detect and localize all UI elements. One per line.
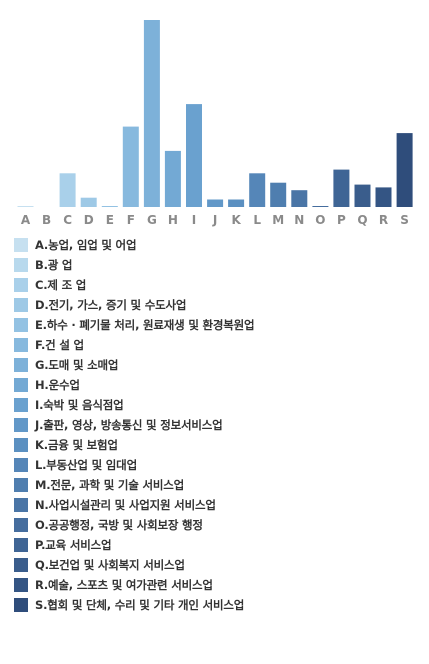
x-tick-label: P — [337, 213, 346, 227]
legend-label: Q.보건업 및 사회복지 서비스업 — [35, 558, 185, 572]
bar-c — [59, 173, 76, 207]
x-tick-label: N — [294, 213, 304, 227]
bar-d — [80, 197, 97, 207]
x-tick-label: R — [379, 213, 388, 227]
legend-label: J.출판, 영상, 방송통신 및 정보서비스업 — [35, 418, 223, 432]
legend-item: R.예술, 스포츠 및 여가관련 서비스업 — [14, 575, 424, 595]
legend-label: H.운수업 — [35, 378, 80, 392]
legend-label: F.건 설 업 — [35, 338, 84, 352]
x-tick-label: J — [212, 213, 217, 227]
legend-swatch — [14, 418, 28, 432]
legend-label: S.협회 및 단체, 수리 및 기타 개인 서비스업 — [35, 598, 245, 612]
legend-item: K.금융 및 보험업 — [14, 435, 424, 455]
legend-item: O.공공행정, 국방 및 사회보장 행정 — [14, 515, 424, 535]
legend-item: L.부동산업 및 임대업 — [14, 455, 424, 475]
bar-f — [122, 126, 139, 207]
bar-q — [354, 184, 371, 207]
legend-item: Q.보건업 및 사회복지 서비스업 — [14, 555, 424, 575]
legend-label: O.공공행정, 국방 및 사회보장 행정 — [35, 518, 203, 532]
legend-swatch — [14, 478, 28, 492]
legend-label: G.도매 및 소매업 — [35, 358, 119, 372]
bar-i — [186, 104, 202, 207]
bar-j — [207, 199, 224, 207]
x-tick-label: L — [253, 213, 261, 227]
legend-swatch — [14, 398, 28, 412]
x-tick-label: C — [63, 213, 72, 227]
legend-item: H.운수업 — [14, 375, 424, 395]
bar-h — [164, 150, 181, 207]
legend-label: D.전기, 가스, 증기 및 수도사업 — [35, 298, 187, 312]
x-tick-label: F — [127, 213, 135, 227]
legend-label: M.전문, 과학 및 기술 서비스업 — [35, 478, 184, 492]
x-tick-label: D — [84, 213, 94, 227]
legend-swatch — [14, 278, 28, 292]
chart-legend: A.농업, 임업 및 어업 B.광 업 C.제 조 업 D.전기, 가스, 증기 및 … — [14, 235, 424, 615]
legend-label: C.제 조 업 — [35, 278, 87, 292]
x-tick-label: M — [272, 213, 284, 227]
legend-label: E.하수 · 폐기물 처리, 원료재생 및 환경복원업 — [35, 318, 255, 332]
legend-swatch — [14, 358, 28, 372]
bar-o — [312, 206, 329, 207]
legend-item: E.하수 · 폐기물 처리, 원료재생 및 환경복원업 — [14, 315, 424, 335]
legend-swatch — [14, 298, 28, 312]
x-tick-label: Q — [357, 213, 367, 227]
x-tick-label: H — [168, 213, 178, 227]
legend-swatch — [14, 318, 28, 332]
bar-k — [228, 199, 245, 207]
bar-n — [291, 190, 308, 207]
legend-swatch — [14, 518, 28, 532]
legend-label: B.광 업 — [35, 258, 73, 272]
legend-swatch — [14, 558, 28, 572]
legend-swatch — [14, 538, 28, 552]
x-tick-label: E — [106, 213, 114, 227]
legend-item: I.숙박 및 음식점업 — [14, 395, 424, 415]
legend-swatch — [14, 378, 28, 392]
legend-item: B.광 업 — [14, 255, 424, 275]
legend-swatch — [14, 598, 28, 612]
bar-g — [143, 20, 160, 207]
legend-label: N.사업시설관리 및 사업지원 서비스업 — [35, 498, 216, 512]
x-tick-label: B — [42, 213, 51, 227]
legend-label: I.숙박 및 음식점업 — [35, 398, 124, 412]
legend-label: K.금융 및 보험업 — [35, 438, 118, 452]
legend-swatch — [14, 578, 28, 592]
x-tick-label: I — [192, 213, 196, 227]
bar-l — [249, 173, 266, 207]
bar-p — [333, 169, 350, 207]
legend-item: S.협회 및 단체, 수리 및 기타 개인 서비스업 — [14, 595, 424, 615]
legend-swatch — [14, 498, 28, 512]
bar-r — [375, 187, 392, 207]
x-tick-label: K — [231, 213, 241, 227]
x-tick-label: A — [21, 213, 31, 227]
legend-label: A.농업, 임업 및 어업 — [35, 238, 137, 252]
x-tick-label: O — [315, 213, 325, 227]
legend-label: P.교육 서비스업 — [35, 538, 112, 552]
legend-item: A.농업, 임업 및 어업 — [14, 235, 424, 255]
legend-label: R.예술, 스포츠 및 여가관련 서비스업 — [35, 578, 213, 592]
x-tick-label: G — [147, 213, 157, 227]
bar-a — [17, 206, 34, 207]
legend-item: J.출판, 영상, 방송통신 및 정보서비스업 — [14, 415, 424, 435]
legend-item: P.교육 서비스업 — [14, 535, 424, 555]
legend-swatch — [14, 338, 28, 352]
legend-swatch — [14, 438, 28, 452]
legend-item: N.사업시설관리 및 사업지원 서비스업 — [14, 495, 424, 515]
legend-swatch — [14, 238, 28, 252]
bar-m — [270, 182, 287, 207]
bar-s — [396, 133, 413, 207]
bar-e — [101, 206, 118, 207]
legend-swatch — [14, 458, 28, 472]
legend-item: G.도매 및 소매업 — [14, 355, 424, 375]
x-tick-label: S — [400, 213, 409, 227]
legend-item: D.전기, 가스, 증기 및 수도사업 — [14, 295, 424, 315]
legend-item: F.건 설 업 — [14, 335, 424, 355]
legend-swatch — [14, 258, 28, 272]
legend-item: M.전문, 과학 및 기술 서비스업 — [14, 475, 424, 495]
legend-item: C.제 조 업 — [14, 275, 424, 295]
legend-label: L.부동산업 및 임대업 — [35, 458, 137, 472]
